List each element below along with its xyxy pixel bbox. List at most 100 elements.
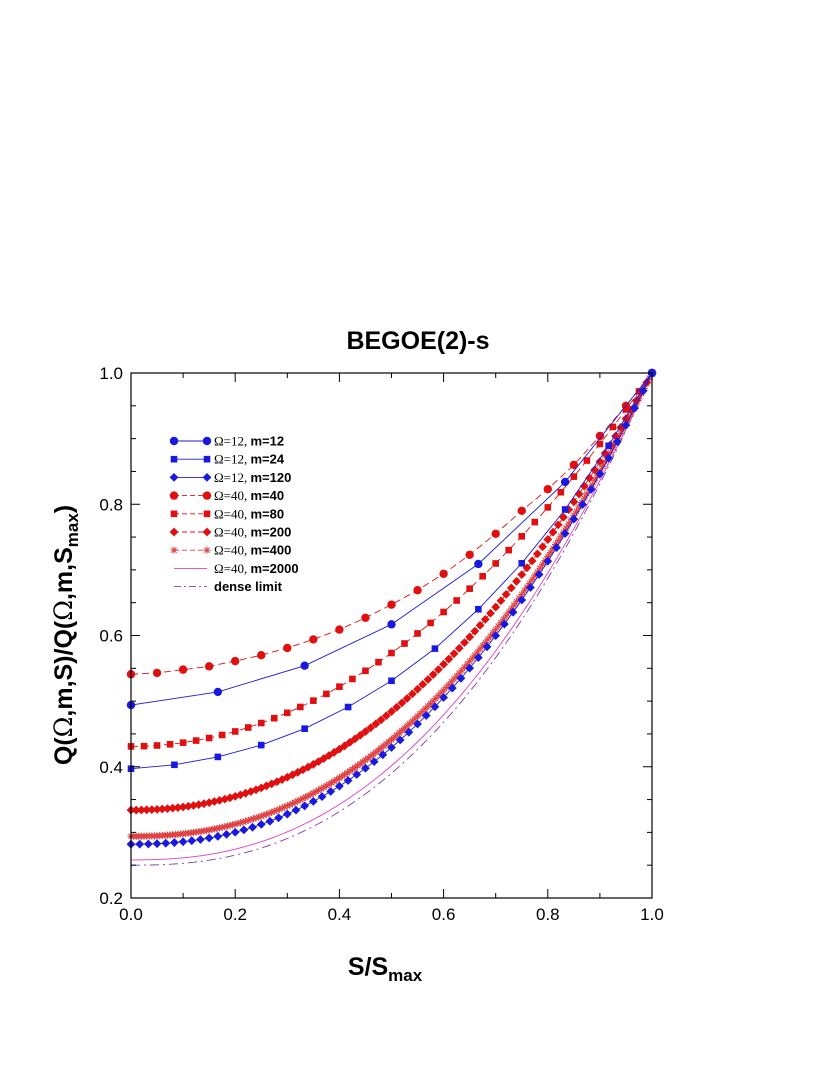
data-point	[257, 741, 265, 749]
data-point	[361, 763, 370, 773]
data-point	[586, 484, 596, 494]
x-tick-label: 0.2	[223, 905, 247, 924]
data-point	[300, 801, 310, 811]
data-point	[413, 719, 422, 729]
data-point	[404, 727, 414, 737]
data-point	[605, 442, 612, 450]
data-point	[284, 709, 291, 717]
data-point	[421, 711, 431, 720]
data-point	[439, 693, 448, 702]
series-1	[127, 369, 656, 773]
data-point	[496, 596, 506, 606]
data-point	[346, 767, 354, 775]
data-point	[163, 804, 172, 814]
data-point	[231, 656, 240, 666]
data-point	[317, 792, 327, 802]
series-2	[126, 368, 657, 849]
data-point	[528, 576, 536, 584]
legend-item: Ω=40, m=40	[169, 488, 284, 503]
data-point	[561, 506, 569, 513]
data-point	[428, 670, 438, 679]
data-point	[585, 473, 594, 483]
data-point	[178, 837, 188, 847]
data-point	[329, 747, 339, 757]
data-point	[366, 723, 376, 733]
legend-marker	[202, 436, 212, 446]
data-point	[407, 689, 417, 699]
data-point	[552, 543, 561, 552]
data-point	[486, 608, 495, 618]
data-point	[532, 549, 542, 559]
data-point	[171, 761, 178, 769]
data-point	[376, 715, 386, 725]
x-tick-label: 0.6	[432, 905, 456, 924]
data-point	[475, 620, 485, 630]
data-point	[350, 734, 360, 744]
data-point	[147, 805, 157, 815]
data-point	[335, 781, 344, 791]
legend-item: Ω=12, m=12	[169, 434, 284, 449]
data-point	[192, 737, 200, 744]
legend-marker	[203, 546, 211, 554]
data-point	[501, 589, 511, 599]
y-tick-label: 1.0	[99, 364, 123, 383]
data-point	[274, 813, 283, 823]
data-point	[168, 803, 178, 813]
series-6	[127, 369, 656, 840]
legend-label: Ω=40, m=2000	[214, 561, 299, 576]
data-point	[570, 473, 578, 480]
data-point	[388, 677, 395, 685]
data-point	[531, 518, 539, 526]
data-point	[423, 675, 433, 684]
data-point	[349, 675, 356, 683]
data-point	[418, 679, 428, 689]
data-point	[465, 632, 475, 642]
data-point	[453, 597, 460, 604]
data-point	[222, 830, 231, 839]
data-point	[492, 560, 499, 567]
data-point	[431, 645, 439, 652]
data-point	[449, 649, 459, 659]
legend-label: Ω=40, m=400	[214, 543, 291, 558]
data-point	[297, 703, 304, 711]
data-point	[310, 697, 317, 704]
y-tick-label: 0.4	[99, 758, 123, 777]
data-point	[239, 825, 249, 835]
data-point	[291, 805, 301, 815]
data-point	[569, 514, 579, 524]
data-point	[362, 667, 369, 675]
legend-item: Ω=12, m=24	[170, 452, 285, 467]
data-point	[439, 569, 448, 579]
data-point	[544, 504, 552, 511]
data-point	[595, 431, 605, 441]
data-point	[345, 738, 355, 747]
data-point	[560, 477, 570, 487]
data-point	[140, 742, 148, 750]
data-point	[371, 719, 381, 729]
x-tick-label: 0.4	[328, 905, 352, 924]
data-point	[387, 707, 396, 716]
data-point	[612, 437, 622, 447]
data-point	[248, 822, 257, 832]
data-point	[491, 602, 501, 612]
data-point	[230, 827, 240, 837]
legend-marker	[169, 436, 179, 446]
data-point	[433, 665, 443, 674]
data-point	[183, 801, 193, 811]
legend-marker	[170, 510, 178, 518]
data-point	[439, 659, 448, 669]
data-point	[518, 560, 526, 567]
data-point	[213, 831, 223, 841]
data-point	[454, 643, 464, 653]
data-point	[534, 570, 544, 579]
legend-label: Ω=12, m=12	[214, 434, 284, 449]
data-point	[137, 805, 146, 815]
data-point	[543, 484, 552, 494]
data-point	[456, 673, 466, 683]
legend: Ω=12, m=12 Ω=12, m=24 Ω=12, m=120 Ω=40, m=4…	[169, 434, 299, 594]
data-point	[213, 687, 223, 697]
y-tick-label: 0.6	[99, 627, 123, 646]
data-point	[475, 605, 482, 613]
data-point	[205, 734, 213, 742]
axis-ticks	[130, 372, 653, 899]
